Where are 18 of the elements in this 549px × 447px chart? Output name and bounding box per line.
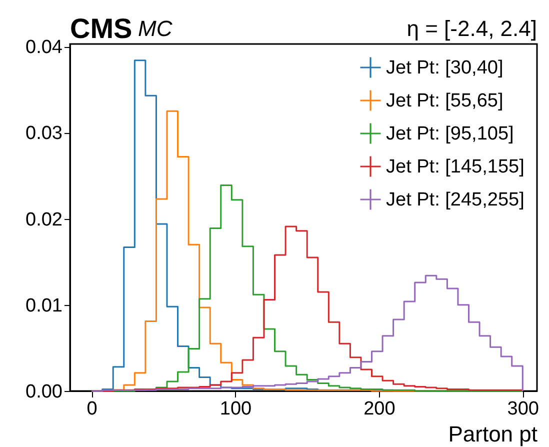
x-tick-label: 300: [507, 398, 539, 420]
x-tick-label: 0: [86, 398, 98, 420]
legend-label: Jet Pt: [245,255]: [386, 190, 524, 210]
x-tick-label: 200: [364, 398, 396, 420]
y-tick-label: 0.00: [26, 382, 62, 402]
y-tick-label: 0.02: [26, 209, 62, 230]
text: MC: [138, 16, 172, 41]
x-axis-title: Parton pt: [448, 422, 538, 446]
legend-label: Jet Pt: [30,40]: [386, 58, 504, 78]
y-tick-label: 0.04: [26, 37, 63, 58]
y-tick-label: 0.01: [26, 295, 62, 316]
text: η = [-2.4, 2.4]: [406, 16, 537, 41]
y-tick-label: 0.03: [26, 123, 62, 144]
chart-title: CMS: [70, 13, 132, 44]
legend-label: Jet Pt: [145,155]: [386, 156, 524, 178]
x-tick-label: 100: [220, 398, 252, 420]
legend-label: Jet Pt: [95,105]: [386, 124, 514, 144]
legend-label: Jet Pt: [55,65]: [386, 90, 504, 112]
